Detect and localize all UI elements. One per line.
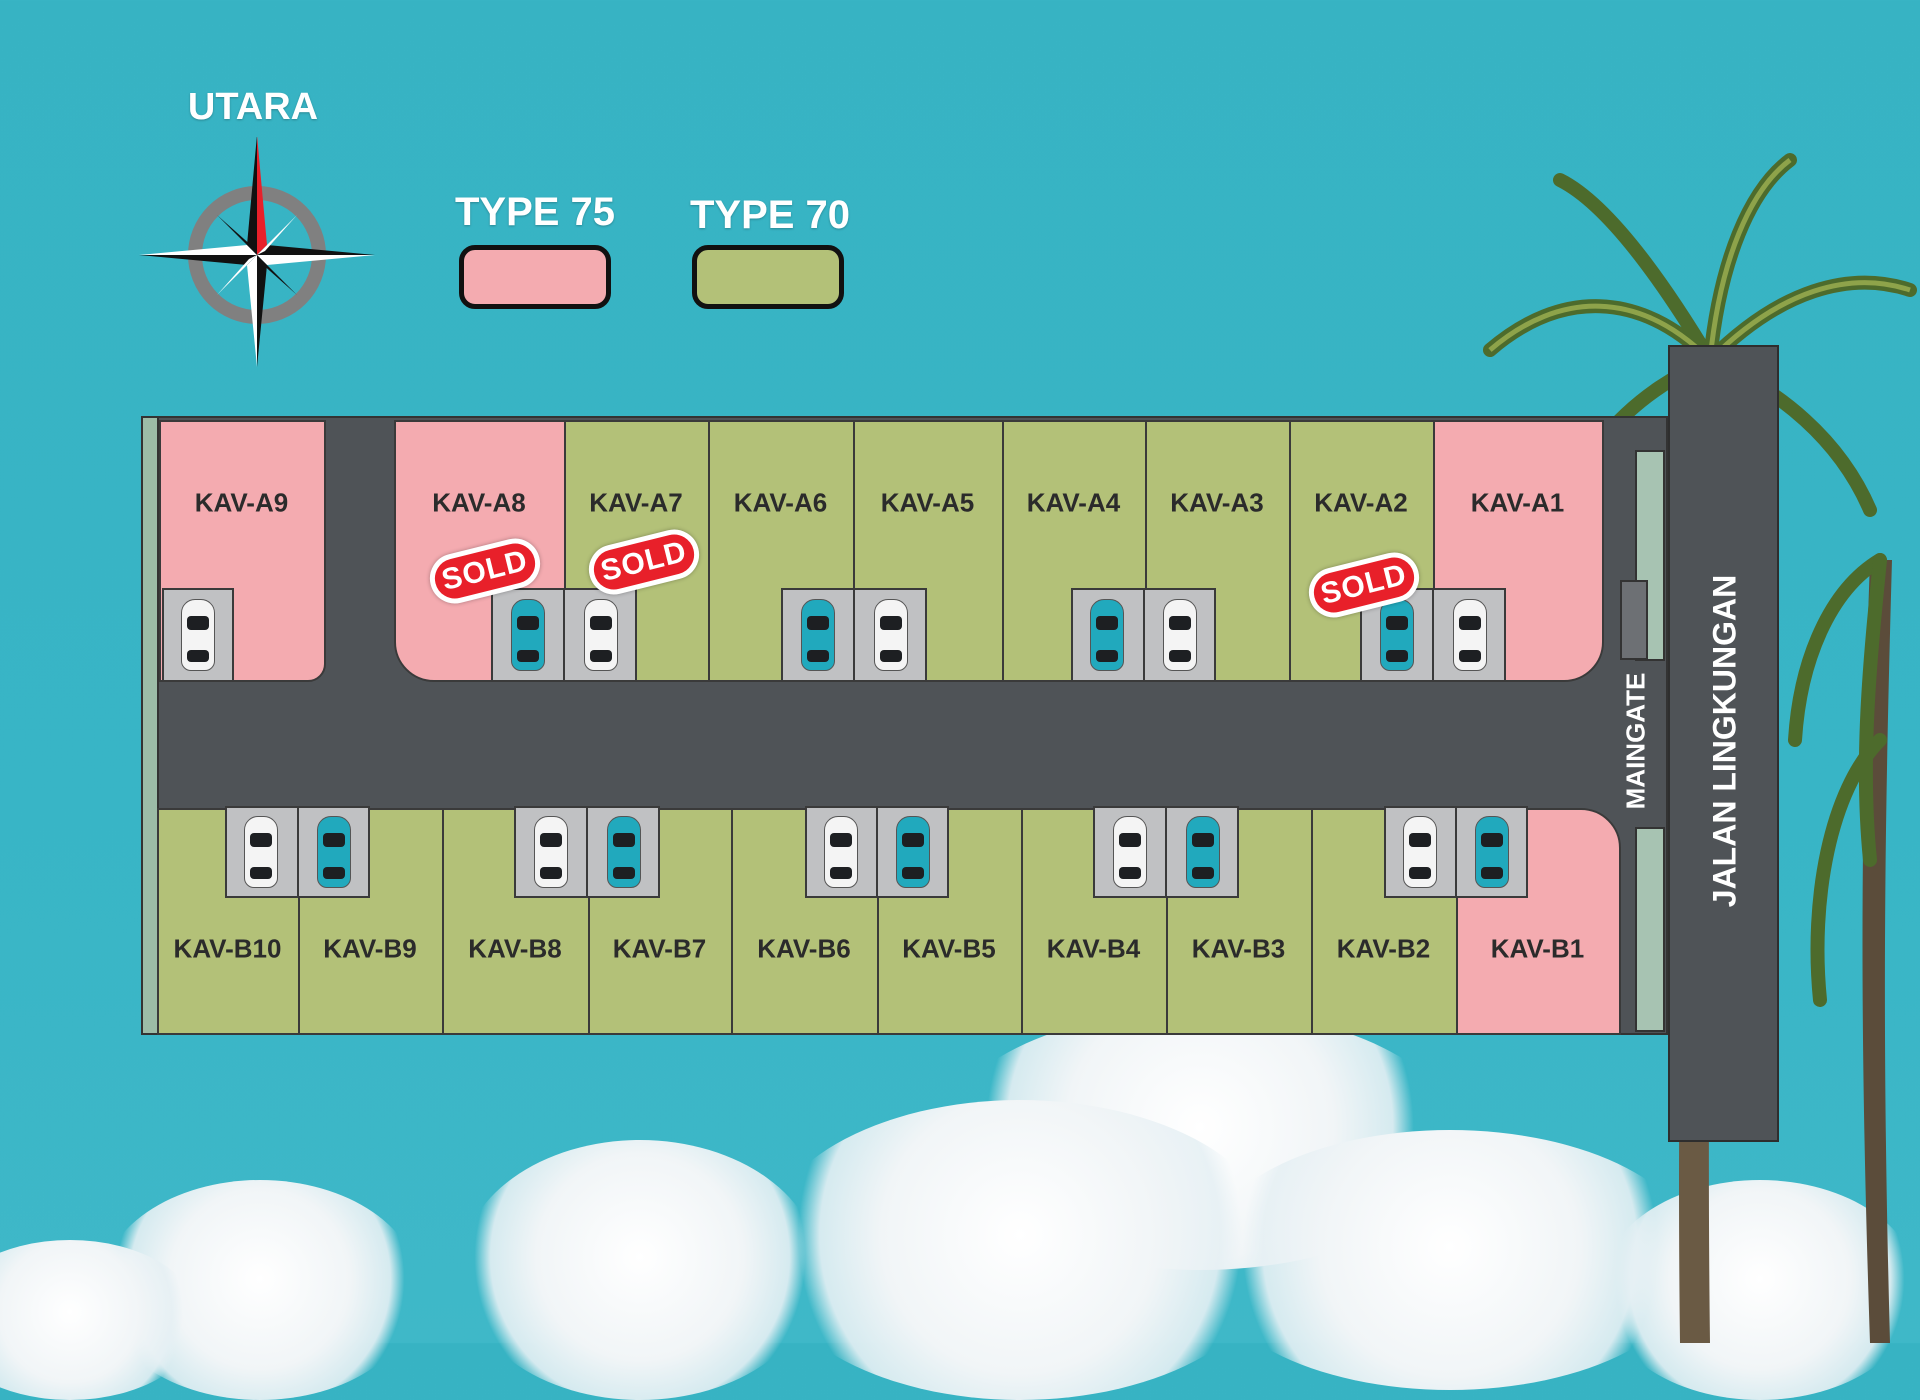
lot-kav-b9[interactable] (298, 808, 444, 1035)
lot-label: KAV-A6 (733, 487, 828, 518)
car-icon (873, 599, 908, 671)
lot-label: KAV-A9 (194, 487, 289, 518)
car-icon (1403, 816, 1437, 888)
car-icon (896, 816, 930, 888)
car-icon (1162, 599, 1197, 671)
legend-type75-label: TYPE 75 (454, 190, 616, 234)
car-icon (316, 816, 351, 888)
car-icon (606, 816, 641, 888)
parking-divider (563, 588, 565, 682)
lot-label: KAV-B7 (612, 933, 707, 964)
parking-divider (1455, 806, 1457, 898)
lot-label: KAV-A1 (1470, 487, 1565, 518)
parking-divider (1432, 588, 1434, 682)
lot-label: KAV-B6 (757, 933, 851, 964)
jalan-lingkungan-label: JALAN LINGKUNGAN (1706, 574, 1743, 908)
car-icon (1112, 816, 1147, 888)
car-icon (181, 599, 215, 671)
maingate-label: MAINGATE (1620, 672, 1651, 810)
legend-type70-swatch (692, 245, 844, 309)
parking-divider (296, 806, 299, 898)
legend-type70-label: TYPE 70 (689, 193, 851, 237)
car-icon (1090, 599, 1125, 671)
lot-label: KAV-B5 (902, 933, 996, 964)
lot-label: KAV-B8 (468, 933, 562, 964)
car-icon (583, 599, 618, 671)
jalan-lingkungan-road (1668, 345, 1779, 1142)
lot-label: KAV-B9 (323, 933, 417, 964)
car-icon (244, 816, 279, 888)
green-strip-right-bottom (1635, 827, 1665, 1032)
left-green-strip (143, 418, 159, 1033)
car-icon (824, 816, 858, 888)
lot-label: KAV-A8 (432, 487, 526, 518)
lot-label: KAV-A3 (1170, 487, 1264, 518)
gate-post (1620, 580, 1648, 660)
parking-divider (1165, 806, 1167, 898)
parking-divider (853, 588, 855, 682)
parking-divider (1142, 588, 1145, 682)
lot-label: KAV-A4 (1026, 487, 1121, 518)
car-icon (1452, 599, 1487, 671)
car-icon (1185, 816, 1220, 888)
legend-type75-swatch (459, 245, 611, 309)
car-icon (510, 599, 545, 671)
parking-divider (586, 806, 588, 898)
parking-divider (876, 806, 878, 898)
compass-rose-icon (139, 137, 375, 367)
lot-label: KAV-B2 (1336, 933, 1431, 964)
lot-label: KAV-A7 (589, 487, 683, 518)
lot-label: KAV-B3 (1191, 933, 1286, 964)
lot-label: KAV-B1 (1490, 933, 1585, 964)
cloud (460, 1140, 820, 1400)
lot-label: KAV-A5 (880, 487, 975, 518)
lot-label: KAV-B10 (173, 933, 282, 964)
north-label: UTARA (187, 86, 319, 128)
car-icon (533, 816, 568, 888)
car-icon (1475, 816, 1509, 888)
lot-label: KAV-B4 (1046, 933, 1141, 964)
car-icon (1379, 599, 1414, 671)
car-icon (800, 599, 835, 671)
lot-label: KAV-A2 (1314, 487, 1408, 518)
